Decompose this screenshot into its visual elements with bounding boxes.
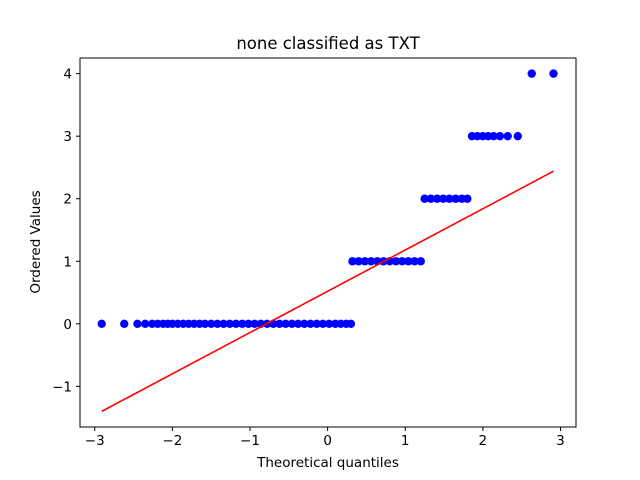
y-tick-label: 3 [63, 129, 72, 145]
data-point [410, 257, 419, 266]
data-point [244, 319, 253, 329]
data-point [306, 319, 315, 329]
data-point [300, 319, 309, 329]
chart-title: none classified as TXT [236, 34, 420, 53]
data-point [120, 319, 129, 329]
x-axis: −3 −2 −1 0 1 2 3 [85, 427, 565, 449]
data-point [503, 131, 512, 141]
data-point [463, 194, 472, 203]
x-tick-label: 2 [479, 433, 488, 449]
data-point [238, 319, 247, 329]
data-point [391, 257, 401, 266]
x-tick-label: 0 [323, 433, 332, 449]
y-axis: −1 0 1 2 3 4 [52, 67, 80, 395]
data-point [231, 319, 241, 329]
axes-frame [79, 57, 577, 428]
fit-line [101, 170, 554, 413]
y-tick-label: −1 [52, 379, 72, 395]
data-point [495, 131, 505, 141]
x-axis-label: Theoretical quantiles [256, 455, 399, 471]
data-point [360, 257, 370, 266]
data-point [432, 194, 442, 203]
y-tick-label: 1 [63, 254, 72, 270]
data-point [416, 257, 425, 266]
data-point [348, 257, 357, 266]
x-tick-label: −2 [162, 433, 182, 449]
data-point [225, 319, 235, 329]
data-point [133, 319, 142, 329]
data-point [250, 319, 259, 329]
data-point [213, 319, 222, 329]
data-point [404, 257, 413, 266]
x-tick-label: −1 [240, 433, 260, 449]
data-point [293, 319, 303, 329]
data-point [513, 131, 522, 141]
data-point [439, 194, 448, 203]
data-point [397, 257, 407, 266]
data-point [275, 319, 284, 329]
data-point [219, 319, 228, 329]
data-point [324, 319, 334, 329]
y-tick-label: 0 [63, 317, 72, 333]
data-point [97, 319, 106, 329]
data-point [354, 257, 363, 266]
data-point [489, 131, 498, 141]
data-point [312, 319, 321, 329]
data-point [318, 319, 328, 329]
y-axis-label: Ordered Values [28, 190, 44, 293]
data-point [206, 319, 216, 329]
y-tick-label: 4 [63, 67, 72, 83]
plot-area [97, 69, 558, 413]
x-tick-label: 1 [401, 433, 410, 449]
x-tick-label: 3 [556, 433, 565, 449]
x-tick-label: −3 [85, 433, 105, 449]
data-point [451, 194, 460, 203]
data-point [346, 319, 356, 329]
y-tick-label: 2 [63, 192, 72, 208]
data-point [445, 194, 454, 203]
data-point [420, 194, 429, 203]
data-point [281, 319, 290, 329]
data-point [287, 319, 297, 329]
data-point [527, 69, 536, 78]
data-point [426, 194, 436, 203]
data-point [366, 257, 376, 266]
data-point [549, 69, 558, 78]
data-point [200, 319, 210, 329]
data-point [141, 319, 150, 329]
